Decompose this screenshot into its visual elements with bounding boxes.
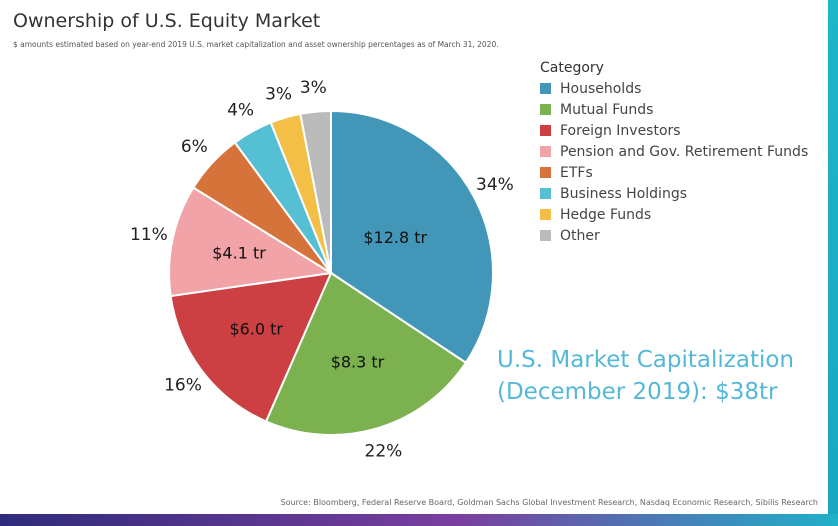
legend-title: Category	[540, 60, 604, 76]
legend-label-mutual-funds: Mutual Funds	[560, 101, 654, 118]
legend-item-hedge-funds: Hedge Funds	[540, 204, 808, 225]
pie-percent-labels: 34% 22% 16% 11% 6% 4% 3% 3%	[130, 78, 514, 462]
legend-label-hedge-funds: Hedge Funds	[560, 206, 652, 223]
market-cap-annotation: U.S. Market Capitalization (December 201…	[497, 344, 794, 408]
pie-slices	[168, 109, 494, 436]
legend-swatch-pension-and-gov-retirement-funds	[540, 146, 551, 157]
legend-swatch-business-holdings	[540, 188, 551, 199]
legend-swatch-other	[540, 230, 551, 241]
legend-label-other: Other	[560, 227, 600, 244]
legend-item-pension-and-gov-retirement-funds: Pension and Gov. Retirement Funds	[540, 141, 808, 162]
right-accent-bar	[828, 0, 838, 526]
value-label-mutual-funds: $8.3 tr	[331, 353, 385, 372]
legend-item-business-holdings: Business Holdings	[540, 183, 808, 204]
percent-label-etfs: 6%	[181, 137, 208, 157]
legend-item-other: Other	[540, 225, 808, 246]
pie-value-labels: $12.8 tr $8.3 tr $6.0 tr $4.1 tr	[212, 228, 427, 372]
legend-swatch-foreign-investors	[540, 125, 551, 136]
chart-title: Ownership of U.S. Equity Market	[13, 10, 321, 32]
legend-item-foreign-investors: Foreign Investors	[540, 120, 808, 141]
legend-item-households: Households	[540, 78, 808, 99]
legend-item-etfs: ETFs	[540, 162, 808, 183]
percent-label-households: 34%	[476, 175, 514, 195]
value-label-households: $12.8 tr	[363, 228, 427, 247]
legend-items: Households Mutual Funds Foreign Investors P…	[540, 78, 808, 246]
legend-label-foreign-investors: Foreign Investors	[560, 122, 681, 139]
legend-swatch-mutual-funds	[540, 104, 551, 115]
percent-label-hedge-funds: 3%	[265, 85, 292, 105]
legend-swatch-etfs	[540, 167, 551, 178]
percent-label-mutual-funds: 22%	[365, 441, 403, 461]
value-label-pension-and-gov-retirement-funds: $4.1 tr	[212, 243, 266, 262]
legend: Category Households Mutual Funds Foreign I…	[540, 60, 808, 246]
legend-swatch-households	[540, 83, 551, 94]
percent-label-other: 3%	[300, 78, 327, 98]
percent-label-pension-and-gov-retirement-funds: 11%	[130, 225, 168, 245]
legend-label-pension-and-gov-retirement-funds: Pension and Gov. Retirement Funds	[560, 143, 809, 160]
market-cap-line-1: U.S. Market Capitalization	[497, 347, 795, 373]
bottom-accent-bar	[0, 514, 838, 526]
pie-slice-other	[299, 109, 332, 274]
percent-label-foreign-investors: 16%	[164, 376, 202, 396]
pie-slice-pension-and-gov-retirement-funds	[168, 186, 334, 298]
legend-swatch-hedge-funds	[540, 209, 551, 220]
value-label-foreign-investors: $6.0 tr	[229, 319, 283, 338]
pie-slice-foreign-investors	[169, 271, 333, 423]
legend-label-etfs: ETFs	[560, 164, 593, 181]
legend-label-households: Households	[560, 80, 642, 97]
legend-item-mutual-funds: Mutual Funds	[540, 99, 808, 120]
pie-slice-mutual-funds	[264, 271, 468, 436]
chart-subtitle: $ amounts estimated based on year-end 20…	[13, 40, 499, 49]
legend-label-business-holdings: Business Holdings	[560, 185, 687, 202]
percent-label-business-holdings: 4%	[227, 100, 254, 120]
source-note: Source: Bloomberg, Federal Reserve Board…	[280, 498, 818, 507]
market-cap-line-2: (December 2019): $38tr	[497, 379, 778, 405]
